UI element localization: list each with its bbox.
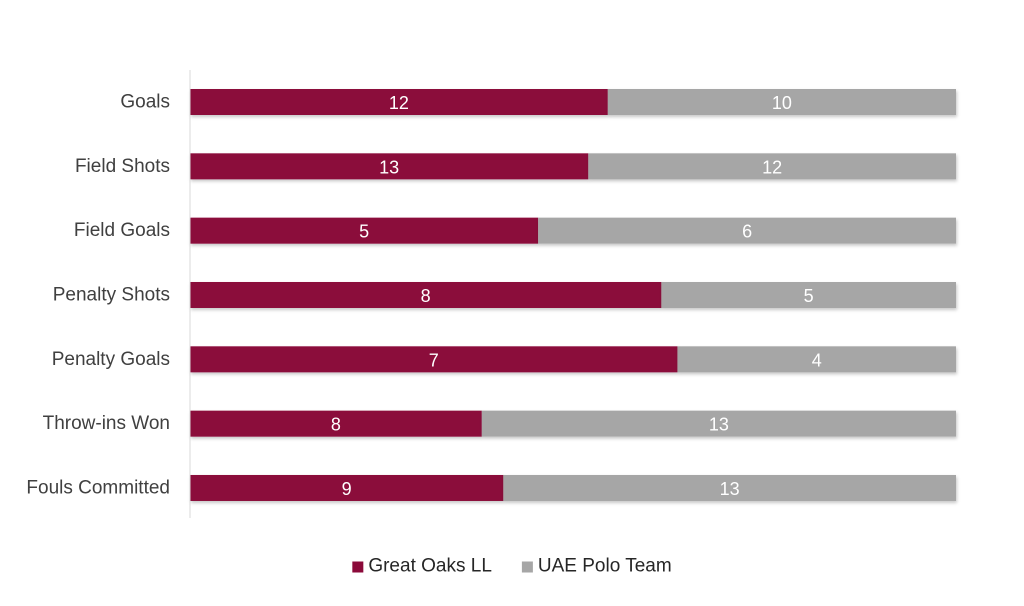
category-label-fouls-committed: Fouls Committed <box>26 477 170 498</box>
category-label-penalty-goals: Penalty Goals <box>52 349 170 370</box>
bar-throw-ins-won-series-1 <box>190 410 482 437</box>
bar-goals-series-1 <box>190 89 608 115</box>
data-label-goals-series-2: 10 <box>772 93 792 113</box>
bars-layer: 12 10 13 12 5 6 8 5 7 4 8 13 9 13 <box>190 89 956 501</box>
bar-field-shots-series-1 <box>190 153 589 180</box>
bar-fouls-committed-series-2 <box>503 474 956 501</box>
category-label-penalty-shots: Penalty Shots <box>53 284 170 305</box>
category-label-field-shots: Field Shots <box>75 156 170 177</box>
data-label-field-goals-series-1: 5 <box>359 222 369 242</box>
bar-field-goals-series-1 <box>190 217 539 244</box>
bar-throw-ins-won-series-2 <box>481 410 956 437</box>
data-label-penalty-shots-series-2: 5 <box>804 286 814 306</box>
data-label-fouls-committed-series-1: 9 <box>342 479 352 499</box>
category-label-goals: Goals <box>120 92 170 113</box>
legend-label-series-1: Great Oaks LL <box>368 556 492 577</box>
bar-fouls-committed-series-1 <box>190 474 504 501</box>
data-label-field-shots-series-1: 13 <box>379 157 399 177</box>
data-label-field-shots-series-2: 12 <box>762 157 782 177</box>
data-label-fouls-committed-series-2: 13 <box>720 479 740 499</box>
legend: Great Oaks LL UAE Polo Team <box>352 556 672 577</box>
category-label-throw-ins-won: Throw-ins Won <box>43 413 170 434</box>
bar-field-goals-series-2 <box>538 217 956 244</box>
data-label-throw-ins-won-series-2: 13 <box>709 415 729 435</box>
legend-swatch-series-1 <box>352 561 364 573</box>
data-label-penalty-shots-series-1: 8 <box>421 286 431 306</box>
data-label-penalty-goals-series-2: 4 <box>812 350 822 370</box>
bar-penalty-shots-series-2 <box>661 281 956 308</box>
data-label-goals-series-1: 12 <box>389 93 409 113</box>
legend-swatch-series-2 <box>521 561 533 573</box>
category-label-field-goals: Field Goals <box>74 220 170 241</box>
data-label-field-goals-series-2: 6 <box>742 222 752 242</box>
data-label-throw-ins-won-series-1: 8 <box>331 415 341 435</box>
bar-goals-series-2 <box>607 89 956 115</box>
data-label-penalty-goals-series-1: 7 <box>429 350 439 370</box>
category-labels: Goals Field Shots Field Goals Penalty Shots… <box>26 92 170 499</box>
bar-penalty-goals-series-1 <box>190 346 678 373</box>
bar-field-shots-series-2 <box>588 153 956 180</box>
bar-penalty-goals-series-2 <box>677 346 956 373</box>
legend-label-series-2: UAE Polo Team <box>538 556 672 577</box>
bar-penalty-shots-series-1 <box>190 281 662 308</box>
